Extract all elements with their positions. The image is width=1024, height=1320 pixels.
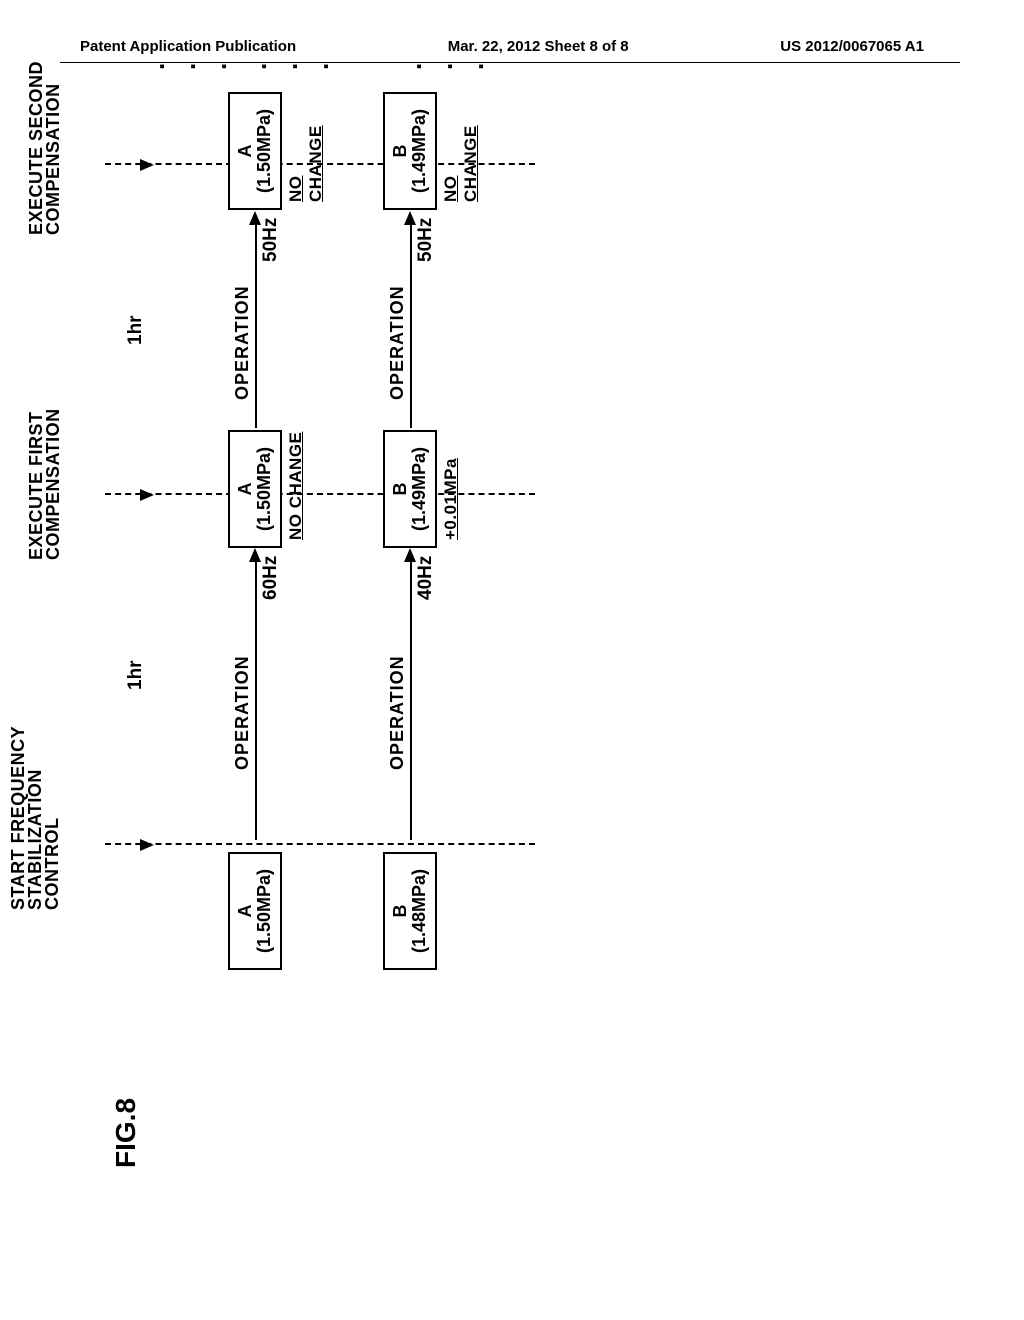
rowA-op1: OPERATION	[232, 655, 253, 770]
rowA-box0: A (1.50MPa)	[228, 852, 282, 970]
event-first-dash	[105, 493, 535, 495]
rowB-hz1: 40Hz	[415, 556, 437, 600]
rowA-box2: A (1.50MPa)	[228, 92, 282, 210]
event-start-dash	[105, 843, 535, 845]
rowB-line1	[410, 555, 412, 840]
rowA-op2: OPERATION	[232, 285, 253, 400]
rowA-box2-title: A	[236, 94, 255, 208]
rowA-line1	[255, 555, 257, 840]
rowA-chg2: NO CHANGE	[286, 125, 326, 202]
event-start-arrow	[140, 839, 154, 851]
rowB-chg1: +0.01MPa	[441, 458, 461, 540]
rowA-hz2: 50Hz	[260, 218, 282, 262]
rowB-box1-title: B	[391, 432, 410, 546]
header-left: Patent Application Publication	[80, 38, 296, 55]
page-header: Patent Application Publication Mar. 22, …	[0, 38, 1024, 55]
dots-top: . . .	[140, 57, 233, 70]
rowB-op2: OPERATION	[387, 285, 408, 400]
rowB-box1: B (1.49MPa)	[383, 430, 437, 548]
rowA-box0-val: (1.50MPa)	[255, 854, 274, 968]
rowA-box1-title: A	[236, 432, 255, 546]
rowA-box0-title: A	[236, 854, 255, 968]
rowA-hz1: 60Hz	[260, 556, 282, 600]
rowA-line2	[255, 218, 257, 428]
rowA-box2-val: (1.50MPa)	[255, 94, 274, 208]
interval-2: 1hr	[125, 315, 147, 345]
rowB-op1: OPERATION	[387, 655, 408, 770]
dots-rowB: . . .	[397, 57, 490, 70]
rowB-box0: B (1.48MPa)	[383, 852, 437, 970]
event-second-arrow	[140, 159, 154, 171]
dots-rowA: . . .	[242, 57, 335, 70]
rowB-box2-val: (1.49MPa)	[410, 94, 429, 208]
rowB-line2	[410, 218, 412, 428]
rowB-box2-title: B	[391, 94, 410, 208]
rowA-box1-val: (1.50MPa)	[255, 432, 274, 546]
interval-1: 1hr	[125, 660, 147, 690]
rowB-box0-val: (1.48MPa)	[410, 854, 429, 968]
event-start-label: START FREQUENCY STABILIZATION CONTROL	[10, 726, 61, 910]
event-first-label: EXECUTE FIRST COMPENSATION	[28, 408, 62, 560]
event-second-label: EXECUTE SECOND COMPENSATION	[28, 61, 62, 235]
header-right: US 2012/0067065 A1	[780, 38, 924, 55]
header-center: Mar. 22, 2012 Sheet 8 of 8	[448, 38, 629, 55]
timing-diagram: START FREQUENCY STABILIZATION CONTROL EX…	[10, 380, 1020, 940]
rowB-box0-title: B	[391, 854, 410, 968]
rowB-hz2: 50Hz	[415, 218, 437, 262]
rowB-box1-val: (1.49MPa)	[410, 432, 429, 546]
rowB-chg2: NO CHANGE	[441, 125, 481, 202]
rowB-box2: B (1.49MPa)	[383, 92, 437, 210]
figure-label: FIG.8	[110, 1098, 142, 1168]
rowA-chg1: NO CHANGE	[286, 432, 306, 540]
event-first-arrow	[140, 489, 154, 501]
rowA-box1: A (1.50MPa)	[228, 430, 282, 548]
